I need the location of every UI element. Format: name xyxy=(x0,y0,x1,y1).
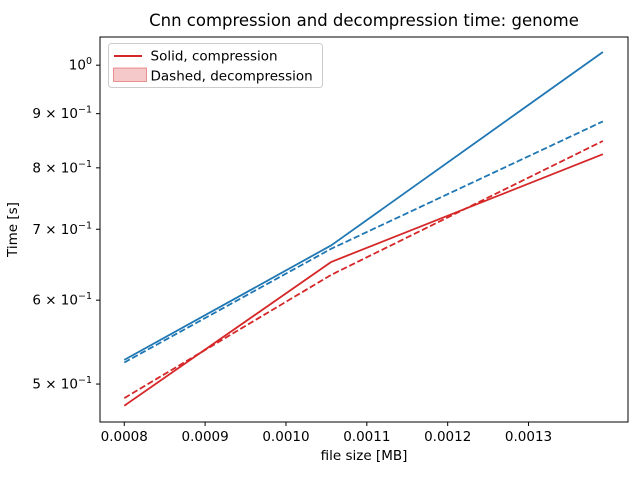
x-tick-label: 0.0011 xyxy=(343,429,390,445)
legend-patch-swatch xyxy=(113,67,147,82)
y-tick-label: 8 × 10−1 xyxy=(32,159,92,177)
x-tick-label: 0.0010 xyxy=(262,429,309,445)
y-tick-label: 100 xyxy=(69,56,92,74)
series-line-2 xyxy=(123,153,604,407)
y-axis-label: Time [s] xyxy=(5,202,21,258)
legend-label-dashed: Dashed, decompression xyxy=(151,69,313,85)
axes-spines xyxy=(99,36,629,423)
y-tick-label: 9 × 10−1 xyxy=(32,105,92,123)
x-tick-label: 0.0008 xyxy=(101,429,148,445)
ticks-layer: 0.0008 0.0009 0.0010 0.0011 0.0012 0.0013 100 9… xyxy=(32,56,552,445)
series-line-1 xyxy=(123,120,604,364)
x-tick-label: 0.0013 xyxy=(505,429,552,445)
x-axis-label: file size [MB] xyxy=(321,448,408,464)
series-line-3 xyxy=(123,140,604,399)
legend: Solid, compression Dashed, decompression xyxy=(108,43,323,88)
y-tick-label: 7 × 10−1 xyxy=(32,220,92,238)
legend-label-solid: Solid, compression xyxy=(151,49,278,65)
spines-layer xyxy=(99,36,629,423)
y-tick-label: 6 × 10−1 xyxy=(32,291,92,309)
chart-title: Cnn compression and decompression time: … xyxy=(149,11,579,30)
series-layer xyxy=(123,51,604,407)
series-line-0 xyxy=(123,51,604,361)
legend-box xyxy=(108,43,323,88)
y-tick-label: 5 × 10−1 xyxy=(32,375,92,393)
x-tick-label: 0.0009 xyxy=(181,429,228,445)
x-tick-label: 0.0012 xyxy=(424,429,471,445)
